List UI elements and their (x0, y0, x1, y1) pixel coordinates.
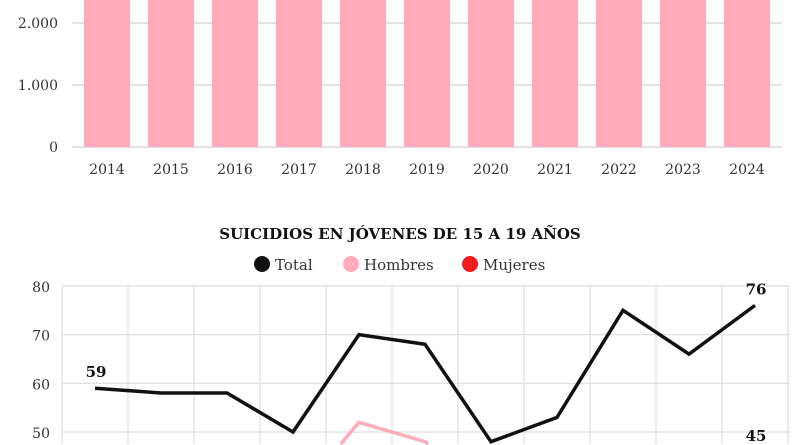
bar-x-tick-label: 2024 (729, 162, 765, 178)
bar-y-axis: 0 1.000 2.000 (18, 16, 58, 156)
legend-marker-total (254, 256, 270, 272)
legend-label-total: Total (275, 256, 313, 274)
legend-marker-hombres (343, 256, 359, 272)
bar-series (84, 0, 770, 147)
bar-2018 (340, 0, 386, 147)
bar-x-tick-label: 2019 (409, 162, 445, 178)
bar-y-tick-label: 0 (49, 140, 58, 156)
bar-x-tick-label: 2020 (473, 162, 509, 178)
legend: Total Hombres Mujeres (254, 256, 545, 274)
bar-x-tick-label: 2022 (601, 162, 637, 178)
bar-2021 (532, 0, 578, 147)
bar-x-tick-label: 2014 (89, 162, 125, 178)
line-chart-title: SUICIDIOS EN JÓVENES DE 15 A 19 AÑOS (219, 224, 581, 243)
data-label-total-2014: 59 (86, 363, 107, 381)
legend-label-mujeres: Mujeres (483, 256, 545, 274)
bar-y-tick-label: 2.000 (18, 16, 58, 32)
line-data-labels: 59 76 45 (86, 280, 767, 445)
bar-x-tick-label: 2018 (345, 162, 381, 178)
line-gridlines (61, 285, 790, 444)
bar-2024 (724, 0, 770, 147)
bar-2023 (660, 0, 706, 147)
bar-x-tick-label: 2016 (217, 162, 253, 178)
data-label-total-2024: 76 (746, 280, 767, 298)
line-y-axis: 50 60 70 80 (32, 280, 50, 442)
bar-2015 (148, 0, 194, 147)
bar-y-tick-label: 1.000 (18, 78, 58, 94)
line-series (94, 303, 757, 445)
bar-2019 (404, 0, 450, 147)
bar-2014 (84, 0, 130, 147)
bar-2016 (212, 0, 258, 147)
data-label-hombres-2024: 45 (746, 427, 767, 445)
legend-marker-mujeres (462, 256, 478, 272)
line-total (94, 303, 757, 444)
bar-2017 (276, 0, 322, 147)
bar-2022 (596, 0, 642, 147)
line-hombres (339, 420, 430, 445)
bar-x-tick-label: 2021 (537, 162, 573, 178)
bar-x-tick-label: 2017 (281, 162, 317, 178)
legend-label-hombres: Hombres (364, 256, 434, 274)
line-y-tick-label: 80 (32, 280, 50, 296)
bar-x-tick-label: 2015 (153, 162, 189, 178)
bar-2020 (468, 0, 514, 147)
bar-x-axis: 2014 2015 2016 2017 2018 2019 2020 2021 2022 2023… (89, 162, 765, 178)
line-y-tick-label: 70 (32, 329, 50, 345)
line-y-tick-label: 60 (32, 377, 50, 393)
line-y-tick-label: 50 (32, 426, 50, 442)
bar-x-tick-label: 2023 (665, 162, 701, 178)
